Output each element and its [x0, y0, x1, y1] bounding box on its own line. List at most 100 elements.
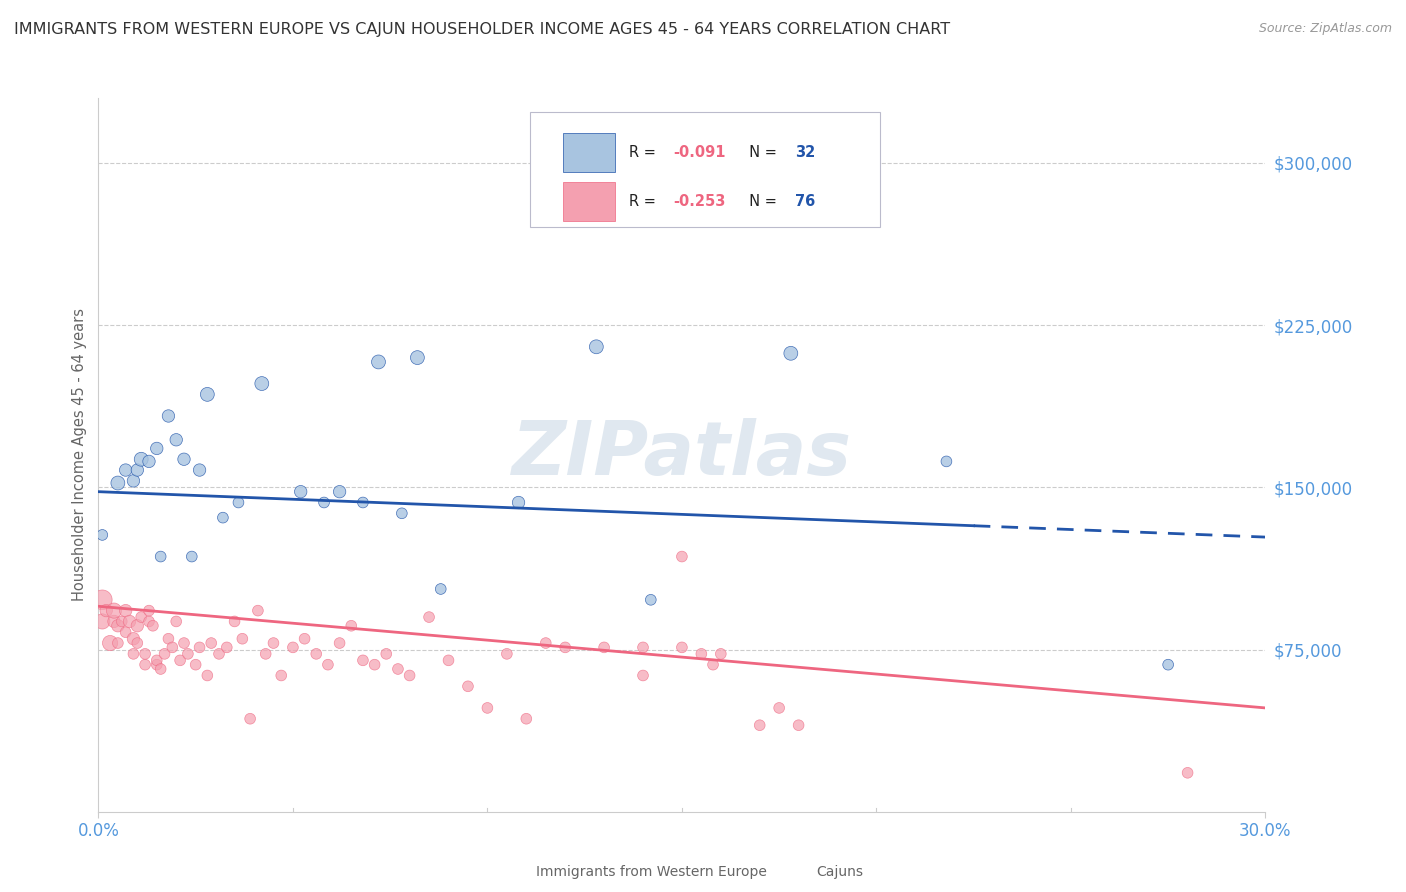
Point	[127, 463, 149, 477]
Point	[103, 604, 125, 618]
Text: N =: N =	[741, 145, 782, 160]
Point	[316, 657, 339, 672]
Point	[779, 346, 801, 360]
Point	[107, 636, 129, 650]
Point	[91, 592, 114, 607]
Point	[387, 662, 409, 676]
Point	[180, 549, 202, 564]
Point	[149, 549, 172, 564]
Point	[195, 668, 218, 682]
Point	[290, 484, 312, 499]
Point	[671, 549, 693, 564]
Point	[107, 476, 129, 491]
Point	[142, 619, 165, 633]
FancyBboxPatch shape	[562, 182, 616, 221]
Point	[457, 679, 479, 693]
Point	[391, 506, 413, 520]
Point	[188, 640, 211, 655]
Point	[200, 636, 222, 650]
Point	[593, 640, 616, 655]
Point	[173, 452, 195, 467]
Point	[631, 640, 654, 655]
Point	[329, 636, 352, 650]
Point	[477, 701, 499, 715]
Point	[96, 604, 118, 618]
Point	[495, 647, 517, 661]
Point	[127, 619, 149, 633]
Point	[165, 615, 187, 629]
Point	[239, 712, 262, 726]
Point	[254, 647, 277, 661]
Point	[305, 647, 328, 661]
Point	[103, 615, 125, 629]
Point	[122, 474, 145, 488]
Point	[508, 495, 530, 509]
Point	[515, 712, 537, 726]
Point	[631, 668, 654, 682]
Point	[188, 463, 211, 477]
Text: 76: 76	[796, 194, 815, 209]
Point	[340, 619, 363, 633]
Point	[107, 619, 129, 633]
FancyBboxPatch shape	[562, 133, 616, 172]
Point	[231, 632, 253, 646]
Point	[122, 647, 145, 661]
Text: Immigrants from Western Europe: Immigrants from Western Europe	[536, 865, 766, 880]
Point	[153, 647, 176, 661]
Point	[246, 604, 269, 618]
Point	[157, 632, 180, 646]
Point	[640, 592, 662, 607]
Point	[114, 625, 136, 640]
Point	[375, 647, 398, 661]
Point	[787, 718, 810, 732]
Point	[1177, 765, 1199, 780]
Point	[437, 653, 460, 667]
Point	[228, 495, 250, 509]
Point	[352, 653, 374, 667]
Text: N =: N =	[741, 194, 782, 209]
Point	[146, 442, 169, 456]
Point	[195, 387, 218, 401]
Point	[270, 668, 292, 682]
Point	[250, 376, 273, 391]
Point	[398, 668, 420, 682]
Text: R =: R =	[630, 194, 661, 209]
Point	[169, 653, 191, 667]
Point	[367, 355, 389, 369]
Point	[702, 657, 724, 672]
Y-axis label: Householder Income Ages 45 - 64 years: Householder Income Ages 45 - 64 years	[72, 309, 87, 601]
Point	[157, 409, 180, 423]
Point	[935, 454, 957, 468]
Point	[429, 582, 451, 596]
Text: IMMIGRANTS FROM WESTERN EUROPE VS CAJUN HOUSEHOLDER INCOME AGES 45 - 64 YEARS CO: IMMIGRANTS FROM WESTERN EUROPE VS CAJUN …	[14, 22, 950, 37]
Point	[173, 636, 195, 650]
Point	[418, 610, 440, 624]
Point	[138, 615, 160, 629]
Point	[224, 615, 246, 629]
Point	[127, 636, 149, 650]
Point	[146, 653, 169, 667]
Point	[585, 340, 607, 354]
Point	[146, 657, 169, 672]
Point	[1157, 657, 1180, 672]
Point	[768, 701, 790, 715]
Text: ZIPatlas: ZIPatlas	[512, 418, 852, 491]
Point	[329, 484, 352, 499]
Point	[363, 657, 385, 672]
Text: Cajuns: Cajuns	[815, 865, 863, 880]
FancyBboxPatch shape	[763, 862, 808, 883]
Point	[215, 640, 238, 655]
Point	[134, 647, 156, 661]
Point	[149, 662, 172, 676]
FancyBboxPatch shape	[530, 112, 880, 227]
Point	[352, 495, 374, 509]
Point	[262, 636, 284, 650]
Point	[111, 615, 134, 629]
Point	[554, 640, 576, 655]
Point	[165, 433, 187, 447]
Point	[534, 636, 557, 650]
Point	[134, 657, 156, 672]
Point	[91, 615, 114, 629]
Point	[406, 351, 429, 365]
Text: -0.091: -0.091	[673, 145, 727, 160]
